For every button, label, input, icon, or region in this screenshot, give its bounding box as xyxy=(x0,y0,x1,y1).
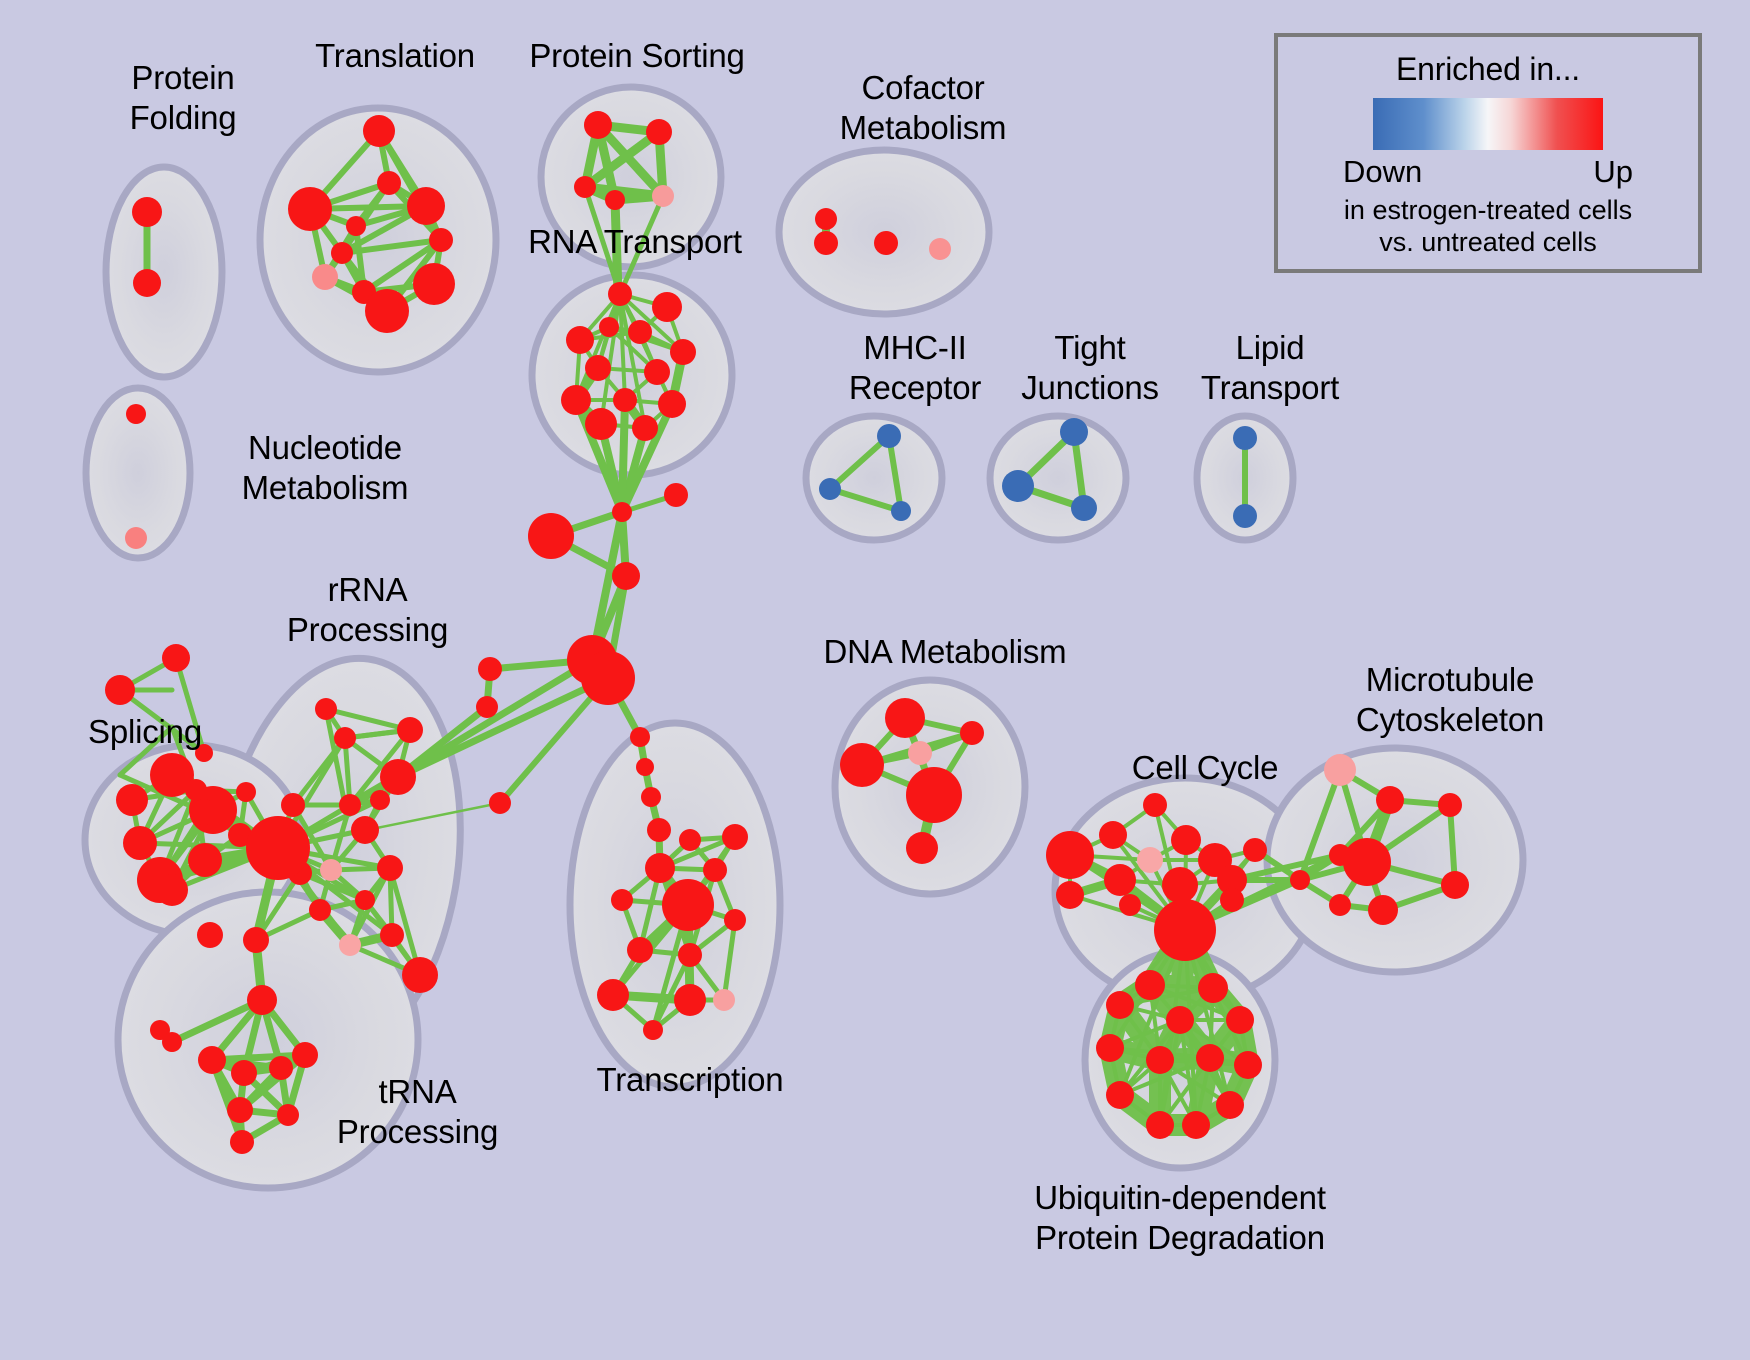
hull-mhc-ii xyxy=(802,412,946,544)
legend-high-label: Up xyxy=(1593,154,1633,189)
hull-translation xyxy=(256,104,500,376)
legend-endpoint-labels: Down Up xyxy=(1343,154,1633,190)
legend-low-label: Down xyxy=(1343,154,1423,189)
legend-gradient-bar xyxy=(1373,98,1603,150)
legend-subtitle-line2: vs. untreated cells xyxy=(1379,227,1597,257)
hull-protein-folding xyxy=(102,163,226,381)
color-legend: Enriched in... Down Up in estrogen-treat… xyxy=(1274,33,1702,273)
hull-nucleotide-metabolism xyxy=(82,384,194,562)
legend-title: Enriched in... xyxy=(1396,51,1580,87)
legend-subtitle-line1: in estrogen-treated cells xyxy=(1343,195,1633,225)
network-nodes[interactable] xyxy=(105,111,1469,1154)
hull-protein-sorting xyxy=(537,83,725,271)
